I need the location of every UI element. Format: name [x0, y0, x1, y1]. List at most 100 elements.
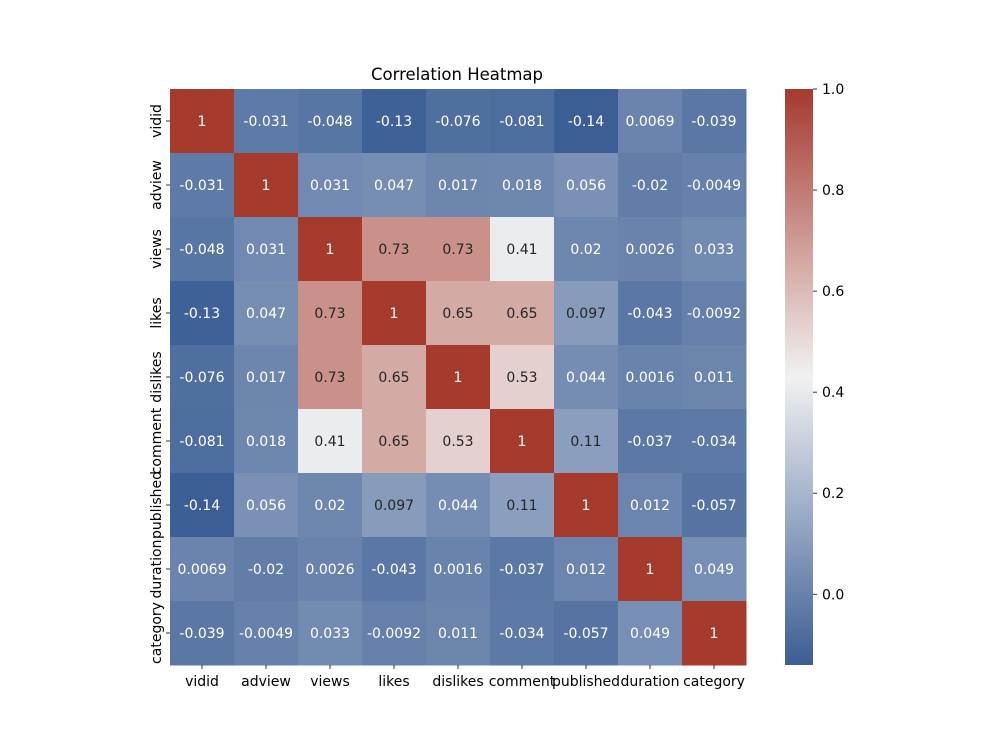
- heatmap-cell-views-duration: [618, 217, 683, 282]
- cell-label-published-category: -0.057: [691, 498, 736, 514]
- heatmap-cell-duration-views: [298, 537, 363, 602]
- heatmap-cell-adview-published: [554, 153, 619, 218]
- cell-label-vidid-duration: 0.0069: [626, 114, 675, 130]
- heatmap-cell-vidid-published: [554, 89, 619, 154]
- cell-label-adview-views: 0.031: [310, 178, 350, 194]
- cell-label-likes-dislikes: 0.65: [442, 306, 473, 322]
- cell-label-published-vidid: -0.14: [184, 498, 220, 514]
- heatmap-cells: [170, 89, 747, 666]
- y-tick-label-category: category: [149, 602, 165, 664]
- cell-label-vidid-vidid: 1: [198, 114, 207, 130]
- colorbar-tick-label: 0.6: [822, 284, 844, 300]
- cell-label-adview-adview: 1: [262, 178, 271, 194]
- cell-label-views-duration: 0.0026: [626, 242, 675, 258]
- heatmap-cell-likes-published: [554, 281, 619, 346]
- cell-label-published-adview: 0.056: [246, 498, 286, 514]
- heatmap-cell-views-published: [554, 217, 619, 282]
- heatmap-cell-dislikes-published: [554, 345, 619, 410]
- heatmap-cell-dislikes-category: [682, 345, 747, 410]
- x-tick-label-published: published: [552, 674, 620, 690]
- heatmap-cell-vidid-likes: [362, 89, 427, 154]
- cell-label-published-likes: 0.097: [374, 498, 414, 514]
- cell-label-published-comment: 0.11: [506, 498, 537, 514]
- heatmap-cell-category-category: [682, 601, 747, 666]
- cell-label-dislikes-dislikes: 1: [454, 370, 463, 386]
- heatmap-cell-adview-vidid: [170, 153, 235, 218]
- colorbar-tick-label: 0.2: [822, 486, 844, 502]
- x-tick-label-category: category: [683, 674, 745, 690]
- cell-label-comment-comment: 1: [518, 434, 527, 450]
- heatmap-cell-published-adview: [234, 473, 299, 538]
- cell-label-dislikes-duration: 0.0016: [626, 370, 675, 386]
- heatmap-cell-published-comment: [490, 473, 555, 538]
- heatmap-cell-views-vidid: [170, 217, 235, 282]
- heatmap-cell-adview-dislikes: [426, 153, 491, 218]
- heatmap-cell-dislikes-duration: [618, 345, 683, 410]
- cell-label-views-comment: 0.41: [506, 242, 537, 258]
- cell-label-dislikes-views: 0.73: [314, 370, 345, 386]
- heatmap-cell-published-published: [554, 473, 619, 538]
- heatmap-cell-comment-likes: [362, 409, 427, 474]
- heatmap-cell-comment-adview: [234, 409, 299, 474]
- heatmap-cell-likes-category: [682, 281, 747, 346]
- heatmap-cell-vidid-adview: [234, 89, 299, 154]
- heatmap-cell-vidid-dislikes: [426, 89, 491, 154]
- heatmap-cell-dislikes-dislikes: [426, 345, 491, 410]
- cell-label-dislikes-comment: 0.53: [506, 370, 537, 386]
- cell-label-dislikes-category: 0.011: [694, 370, 734, 386]
- heatmap-cell-likes-adview: [234, 281, 299, 346]
- cell-label-adview-likes: 0.047: [374, 178, 414, 194]
- heatmap-cell-category-views: [298, 601, 363, 666]
- cell-label-vidid-published: -0.14: [568, 114, 604, 130]
- cell-label-duration-duration: 1: [646, 562, 655, 578]
- cell-label-vidid-views: -0.048: [307, 114, 352, 130]
- cell-label-comment-views: 0.41: [314, 434, 345, 450]
- x-tick-label-duration: duration: [621, 674, 680, 690]
- cell-label-vidid-dislikes: -0.076: [435, 114, 480, 130]
- y-tick-label-duration: duration: [149, 540, 165, 599]
- heatmap-cell-views-adview: [234, 217, 299, 282]
- cell-label-comment-likes: 0.65: [378, 434, 409, 450]
- heatmap-cell-likes-vidid: [170, 281, 235, 346]
- cell-label-views-adview: 0.031: [246, 242, 286, 258]
- cell-label-category-vidid: -0.039: [179, 626, 224, 642]
- cell-label-comment-dislikes: 0.53: [442, 434, 473, 450]
- y-tick-label-published: published: [149, 471, 165, 539]
- heatmap-cell-adview-duration: [618, 153, 683, 218]
- cell-label-likes-comment: 0.65: [506, 306, 537, 322]
- y-tick-label-views: views: [149, 229, 165, 269]
- heatmap-cell-comment-published: [554, 409, 619, 474]
- cell-label-duration-category: 0.049: [694, 562, 734, 578]
- cell-label-category-dislikes: 0.011: [438, 626, 478, 642]
- heatmap-cell-vidid-views: [298, 89, 363, 154]
- cell-label-duration-views: 0.0026: [306, 562, 355, 578]
- cell-label-adview-dislikes: 0.017: [438, 178, 478, 194]
- cell-label-category-comment: -0.034: [499, 626, 544, 642]
- heatmap-cell-comment-category: [682, 409, 747, 474]
- cell-label-dislikes-published: 0.044: [566, 370, 606, 386]
- cell-label-views-category: 0.033: [694, 242, 734, 258]
- heatmap-cell-comment-dislikes: [426, 409, 491, 474]
- cell-label-published-published: 1: [582, 498, 591, 514]
- colorbar-tick-label: 0.4: [822, 385, 844, 401]
- y-axis: vidid adview views likes dislikes commentpubl…: [149, 104, 170, 664]
- heatmap-cell-comment-views: [298, 409, 363, 474]
- x-tick-label-dislikes: dislikes: [432, 674, 483, 690]
- chart-title: Correlation Heatmap: [371, 65, 543, 84]
- cell-label-views-published: 0.02: [570, 242, 601, 258]
- heatmap-cell-views-likes: [362, 217, 427, 282]
- heatmap-cell-comment-duration: [618, 409, 683, 474]
- cell-label-comment-vidid: -0.081: [179, 434, 224, 450]
- cell-label-duration-comment: -0.037: [499, 562, 544, 578]
- heatmap-cell-dislikes-views: [298, 345, 363, 410]
- cell-label-comment-category: -0.034: [691, 434, 736, 450]
- x-tick-label-comment: comment: [489, 674, 556, 690]
- cell-label-adview-vidid: -0.031: [179, 178, 224, 194]
- cell-label-views-likes: 0.73: [378, 242, 409, 258]
- cell-label-category-adview: -0.0049: [239, 626, 293, 642]
- heatmap-cell-dislikes-likes: [362, 345, 427, 410]
- heatmap-cell-duration-vidid: [170, 537, 235, 602]
- cell-label-duration-likes: -0.043: [371, 562, 416, 578]
